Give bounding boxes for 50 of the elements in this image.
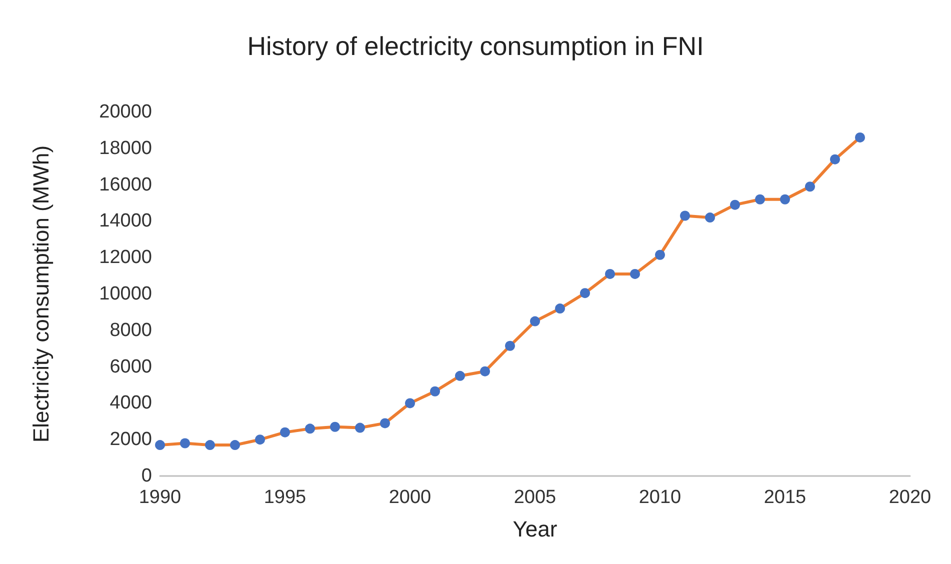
point bbox=[730, 200, 740, 210]
point bbox=[855, 132, 865, 142]
point bbox=[530, 316, 540, 326]
y-tick-label: 14000 bbox=[99, 210, 152, 232]
x-tick-label: 2010 bbox=[638, 487, 682, 508]
x-axis-title: Year bbox=[512, 516, 558, 542]
x-tick-label: 1990 bbox=[138, 487, 182, 508]
point bbox=[555, 304, 565, 314]
y-tick-label: 0 bbox=[141, 466, 152, 486]
point bbox=[355, 422, 365, 433]
point bbox=[430, 386, 440, 396]
point bbox=[655, 250, 665, 260]
point bbox=[205, 440, 215, 450]
x-tick-label: 2015 bbox=[764, 487, 806, 508]
point bbox=[455, 370, 465, 381]
y-tick-label: 18000 bbox=[99, 138, 152, 159]
point bbox=[330, 422, 340, 432]
point bbox=[505, 340, 515, 351]
y-tick-label: 8000 bbox=[110, 320, 152, 341]
point bbox=[155, 440, 165, 450]
y-tick-label: 16000 bbox=[99, 174, 152, 196]
point bbox=[480, 366, 490, 376]
point bbox=[780, 194, 790, 204]
y-tick-label: 4000 bbox=[110, 392, 152, 414]
x-tick-label: 2005 bbox=[514, 487, 556, 508]
point bbox=[755, 194, 765, 204]
y-tick-label: 2000 bbox=[110, 429, 152, 450]
point bbox=[705, 212, 715, 223]
x-tick-label: 2000 bbox=[388, 487, 432, 508]
point bbox=[230, 440, 240, 450]
y-tick-label: 10000 bbox=[99, 284, 152, 304]
point bbox=[680, 210, 690, 221]
y-axis-title: Electricity consumption (MWh) bbox=[28, 145, 54, 443]
point bbox=[280, 427, 290, 438]
y-tick-label: 6000 bbox=[110, 356, 152, 378]
chart-title: History of electricity consumption in FNI bbox=[247, 31, 704, 61]
point bbox=[805, 182, 815, 192]
x-tick-label: 1995 bbox=[264, 487, 306, 508]
x-tick-label: 2020 bbox=[888, 487, 932, 508]
y-tick-label: 12000 bbox=[99, 247, 152, 268]
point bbox=[580, 288, 590, 298]
point bbox=[255, 434, 265, 445]
point bbox=[830, 154, 840, 164]
y-tick-label: 20000 bbox=[99, 102, 152, 122]
point bbox=[630, 268, 640, 279]
point bbox=[380, 418, 390, 428]
point bbox=[405, 398, 415, 408]
point bbox=[305, 424, 315, 434]
point bbox=[180, 438, 190, 448]
point bbox=[605, 268, 615, 279]
